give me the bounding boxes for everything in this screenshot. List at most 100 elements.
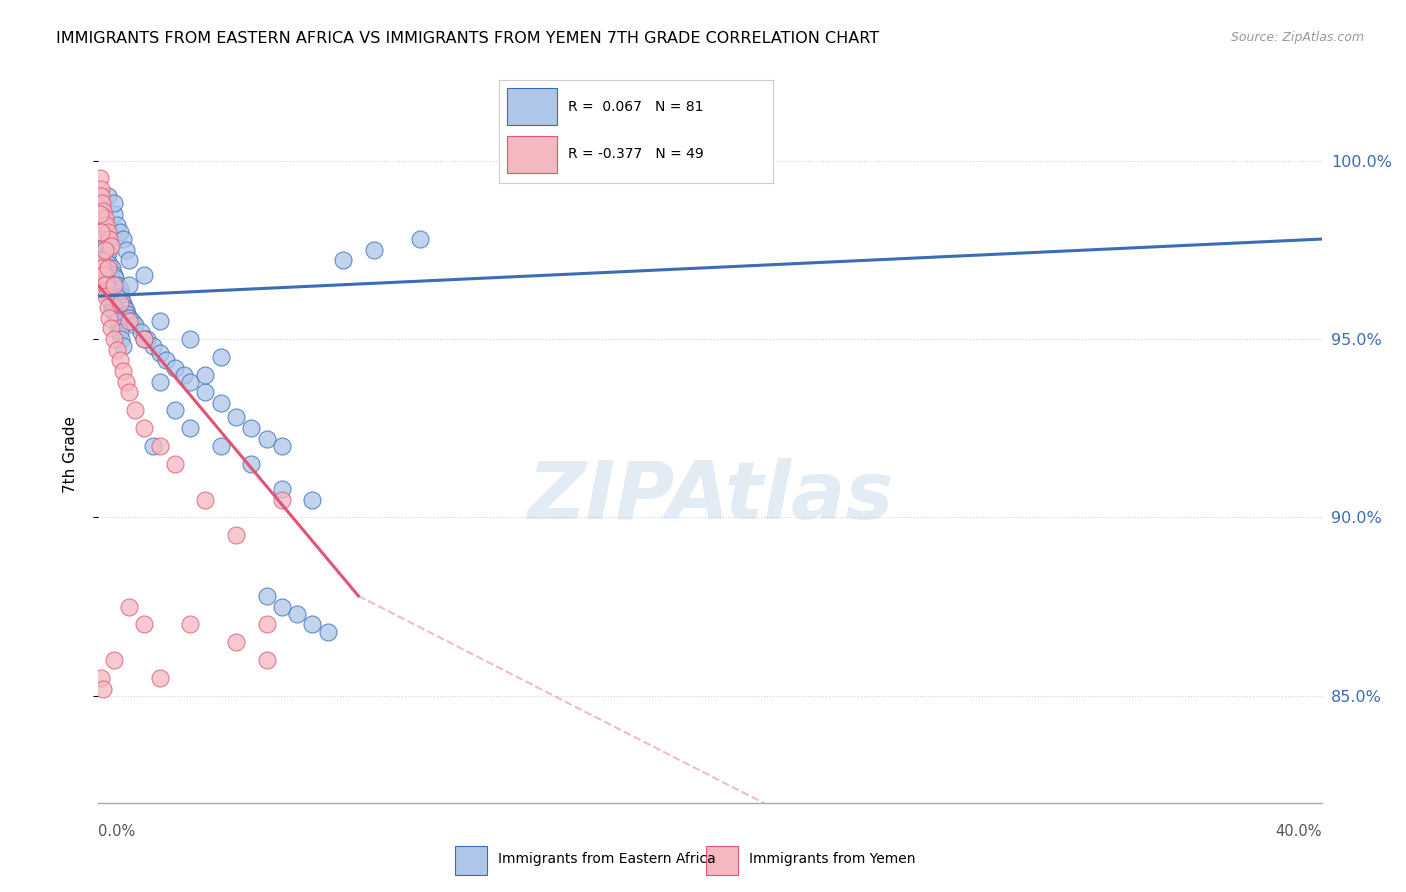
Point <box>105 218 128 232</box>
Point <box>105 278 128 293</box>
Point <box>90 225 112 239</box>
Point <box>118 253 141 268</box>
Point <box>209 439 232 453</box>
Point <box>103 196 125 211</box>
Point <box>179 617 201 632</box>
Text: ZIPAtlas: ZIPAtlas <box>527 458 893 536</box>
Text: IMMIGRANTS FROM EASTERN AFRICA VS IMMIGRANTS FROM YEMEN 7TH GRADE CORRELATION CH: IMMIGRANTS FROM EASTERN AFRICA VS IMMIGR… <box>56 31 879 46</box>
Point <box>93 268 115 282</box>
Point <box>105 314 128 328</box>
Point <box>100 264 122 278</box>
Point <box>100 321 122 335</box>
Point <box>256 653 278 667</box>
Point <box>256 617 278 632</box>
Point <box>270 482 294 496</box>
Point <box>149 375 172 389</box>
Point <box>89 171 111 186</box>
Point <box>101 303 124 318</box>
Point <box>117 307 139 321</box>
Text: Source: ZipAtlas.com: Source: ZipAtlas.com <box>1230 31 1364 45</box>
Point <box>173 368 195 382</box>
Point <box>301 492 323 507</box>
Point <box>108 325 131 339</box>
Point <box>270 599 294 614</box>
Point <box>225 635 247 649</box>
Point <box>149 671 172 685</box>
Point <box>94 275 117 289</box>
Point <box>94 289 117 303</box>
Point <box>108 282 131 296</box>
Point <box>90 671 112 685</box>
Point <box>111 339 134 353</box>
Point <box>225 528 247 542</box>
Bar <box>508 136 557 173</box>
Point <box>129 325 152 339</box>
Point <box>91 268 114 282</box>
Point <box>90 253 112 268</box>
Point <box>115 243 138 257</box>
Point <box>209 396 232 410</box>
Point <box>110 332 132 346</box>
Point <box>91 681 114 696</box>
Point <box>240 457 263 471</box>
Text: Immigrants from Eastern Africa: Immigrants from Eastern Africa <box>498 852 716 866</box>
Point <box>97 189 120 203</box>
Point <box>93 211 115 225</box>
Point <box>118 599 141 614</box>
Point <box>194 385 217 400</box>
Point <box>103 653 125 667</box>
Point <box>108 353 131 368</box>
Point <box>149 439 172 453</box>
Point <box>103 207 125 221</box>
Point <box>90 260 112 275</box>
Point <box>98 289 121 303</box>
Point <box>209 350 232 364</box>
Text: 0.0%: 0.0% <box>98 823 135 838</box>
Point <box>103 278 125 293</box>
Point <box>111 232 134 246</box>
Point <box>103 268 125 282</box>
Bar <box>706 846 738 874</box>
Point <box>93 278 115 293</box>
Point <box>179 332 201 346</box>
Point <box>108 296 131 310</box>
Point <box>91 196 114 211</box>
Point <box>134 268 156 282</box>
Point <box>93 243 115 257</box>
Point <box>179 375 201 389</box>
Point <box>104 271 127 285</box>
Text: R =  0.067   N = 81: R = 0.067 N = 81 <box>568 100 703 114</box>
Point <box>103 300 125 314</box>
Point <box>107 321 129 335</box>
Point <box>107 285 129 300</box>
Point <box>134 421 156 435</box>
Point <box>285 607 308 621</box>
Text: Immigrants from Yemen: Immigrants from Yemen <box>749 852 915 866</box>
Point <box>118 278 141 293</box>
Point <box>115 303 138 318</box>
Point <box>90 232 112 246</box>
Point <box>256 589 278 603</box>
Point <box>240 421 263 435</box>
Point <box>90 189 112 203</box>
Point <box>110 289 132 303</box>
Point <box>111 364 134 378</box>
Point <box>179 421 201 435</box>
Point <box>163 360 186 375</box>
Point <box>194 492 217 507</box>
Point <box>93 239 115 253</box>
Y-axis label: 7th Grade: 7th Grade <box>63 417 77 493</box>
Point <box>90 182 112 196</box>
Point <box>332 253 354 268</box>
Point <box>142 439 165 453</box>
Point <box>111 296 134 310</box>
Point <box>91 260 114 275</box>
Point <box>163 403 186 417</box>
Point <box>98 232 121 246</box>
Point <box>94 250 117 264</box>
Point <box>108 225 131 239</box>
Bar <box>456 846 488 874</box>
Point <box>115 375 138 389</box>
Text: R = -0.377   N = 49: R = -0.377 N = 49 <box>568 147 703 161</box>
Point <box>124 318 146 332</box>
